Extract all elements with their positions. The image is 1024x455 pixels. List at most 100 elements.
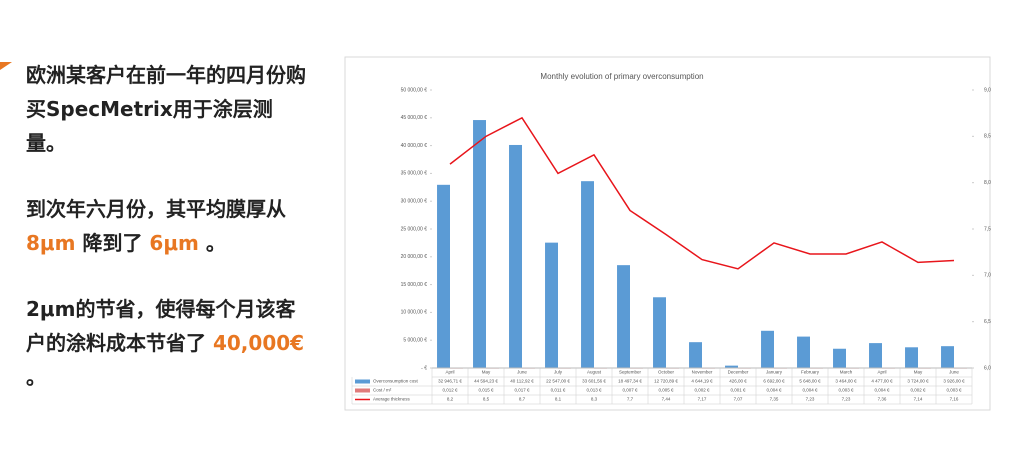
text: 到次年六月份，其平均膜厚从 — [26, 197, 286, 221]
x-tick-label: May — [914, 370, 923, 375]
paragraph: 到次年六月份，其平均膜厚从 8μm 降到了 6μm 。 — [26, 192, 311, 260]
data-label: 7,23 — [806, 397, 815, 402]
data-label: 0,002 € — [910, 388, 926, 393]
bar — [473, 120, 486, 368]
highlight: 8μm — [26, 231, 76, 255]
data-label: 7,17 — [698, 397, 707, 402]
data-label: 3 724,00 € — [907, 379, 929, 384]
marker — [0, 62, 12, 70]
x-tick-label: June — [949, 370, 959, 375]
text: 欧洲某客户在前一年的四月份购买SpecMetrix用于涂层测量。 — [26, 63, 306, 155]
x-tick-label: June — [517, 370, 527, 375]
highlight: 6μm — [149, 231, 199, 255]
data-label: 8,7 — [519, 397, 526, 402]
bar — [437, 184, 450, 368]
data-label: 0,013 € — [586, 388, 602, 393]
x-tick-label: February — [801, 370, 820, 375]
data-label: 44 594,23 € — [474, 379, 498, 384]
y2-tick-label: 7,5 — [984, 226, 991, 232]
data-label: 426,00 € — [729, 379, 747, 384]
y2-tick-label: 6,0 — [984, 365, 991, 371]
text-block: 欧洲某客户在前一年的四月份购买SpecMetrix用于涂层测量。 到次年六月份，… — [26, 58, 311, 426]
text: 。 — [198, 231, 226, 255]
y2-tick-label: 6,5 — [984, 319, 991, 325]
data-label: 0,011 € — [551, 388, 566, 393]
x-tick-label: November — [692, 370, 713, 375]
paragraph: 2μm的节省，使得每个月该客户的涂料成本节省了 40,000€ 。 — [26, 292, 311, 394]
legend-swatch — [355, 379, 370, 384]
data-label: 0,004 € — [802, 388, 818, 393]
data-label: 6 692,00 € — [763, 379, 785, 384]
bar — [509, 144, 522, 368]
y2-tick-label: 7,0 — [984, 273, 991, 279]
x-tick-label: May — [482, 370, 491, 375]
data-label: 7,14 — [914, 397, 923, 402]
data-label: 8,2 — [447, 397, 454, 402]
data-label: 0,005 € — [658, 388, 674, 393]
data-label: 5 648,00 € — [799, 379, 821, 384]
data-label: 0,003 € — [838, 388, 854, 393]
line — [449, 116, 955, 270]
data-label: 33 601,56 € — [582, 379, 606, 384]
x-tick-label: March — [840, 370, 853, 375]
data-label: 0,003 € — [946, 388, 962, 393]
bar — [797, 336, 810, 368]
x-tick-label: September — [619, 370, 642, 375]
data-label: 7,36 — [878, 397, 887, 402]
x-tick-label: July — [554, 370, 563, 375]
bar — [581, 181, 594, 368]
data-label: 8,3 — [591, 397, 598, 402]
y-tick-label: 5 000,00 € — [403, 338, 427, 344]
data-label: 7,44 — [662, 397, 671, 402]
paragraph: 欧洲某客户在前一年的四月份购买SpecMetrix用于涂层测量。 — [26, 58, 311, 160]
highlight: 40,000€ — [212, 331, 305, 355]
data-label: 0,004 € — [766, 388, 782, 393]
data-label: 7,7 — [627, 397, 634, 402]
y-tick-label: 20 000,00 € — [401, 254, 428, 260]
data-label: 8,5 — [483, 397, 490, 402]
bar — [833, 348, 846, 368]
x-tick-label: January — [766, 370, 783, 375]
y-tick-label: 40 000,00 € — [401, 143, 428, 149]
y2-tick-label: 8,5 — [984, 134, 991, 140]
data-label: 0,012 € — [442, 388, 458, 393]
x-tick-label: April — [877, 370, 886, 375]
bar — [689, 342, 702, 368]
data-label: 12 720,89 € — [654, 379, 678, 384]
y-tick-label: 25 000,00 € — [401, 226, 428, 232]
y-tick-label: 50 000,00 € — [401, 87, 428, 93]
bar — [725, 365, 738, 368]
text: 2μm的节省，使得每个月该客户的涂料成本节省了 — [26, 297, 296, 355]
legend-swatch — [355, 388, 370, 393]
data-label: 0,004 € — [874, 388, 890, 393]
legend-label: Cost / m² — [373, 388, 392, 393]
data-label: 8,1 — [555, 397, 562, 402]
chart-title: Monthly evolution of primary overconsump… — [540, 72, 703, 81]
data-label: 40 112,92 € — [510, 379, 534, 384]
data-label: 7,35 — [770, 397, 779, 402]
data-label: 7,23 — [842, 397, 851, 402]
data-label: 0,007 € — [622, 388, 638, 393]
x-tick-label: December — [728, 370, 749, 375]
bar — [905, 347, 918, 368]
bar — [545, 242, 558, 368]
chart-frame — [344, 56, 991, 411]
y-tick-label: 10 000,00 € — [401, 310, 428, 316]
legend-label: Average thickness — [373, 397, 410, 402]
y-tick-label: 45 000,00 € — [401, 115, 428, 121]
y-tick-label: 35 000,00 € — [401, 171, 428, 177]
data-label: 3 926,00 € — [943, 379, 965, 384]
text: 。 — [26, 365, 46, 389]
text: 降到了 — [75, 231, 150, 255]
bar — [653, 297, 666, 368]
bar — [941, 346, 954, 368]
data-label: 0,015 € — [478, 388, 494, 393]
bar — [617, 265, 630, 368]
y-tick-label: 30 000,00 € — [401, 199, 428, 205]
data-label: 32 946,71 € — [438, 379, 462, 384]
data-label: 0,001 € — [730, 388, 746, 393]
y2-tick-label: 8,0 — [984, 180, 991, 186]
y2-tick-label: 9,0 — [984, 87, 991, 93]
